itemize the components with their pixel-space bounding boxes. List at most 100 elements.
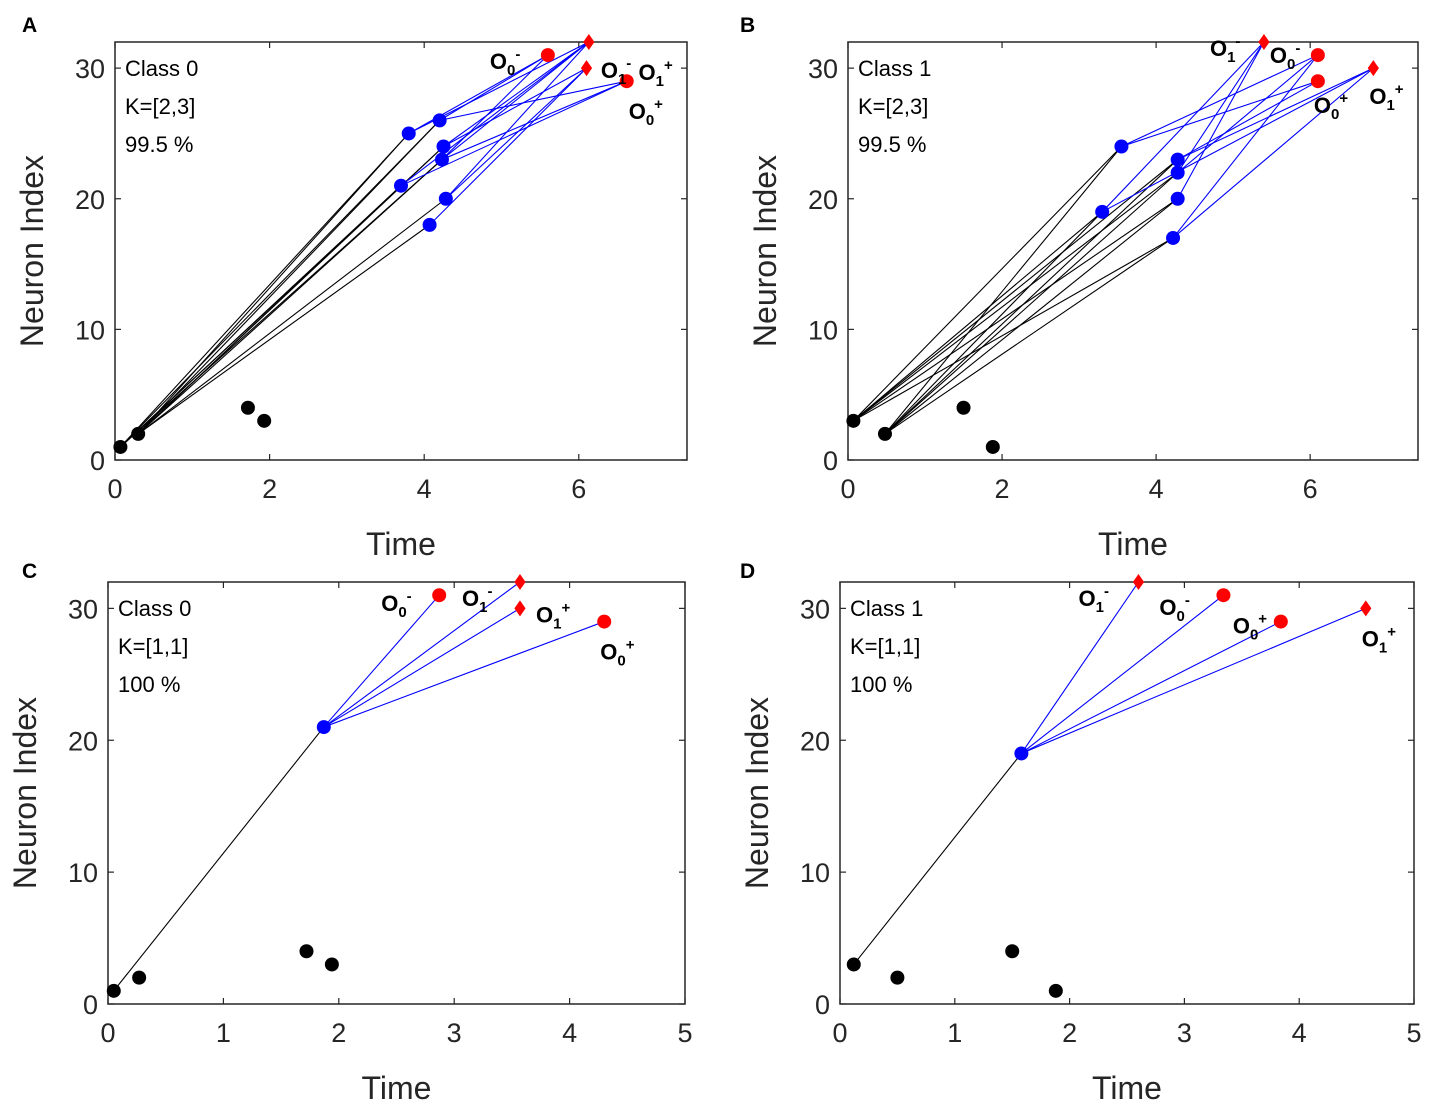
panel-b-marker-i3 [846, 413, 861, 428]
panel-a-marker-h20 [438, 191, 453, 206]
panel-d-ytick-label: 20 [800, 726, 830, 756]
panel-b-edge-h17-o1p [1172, 67, 1374, 239]
panel-d-edge-i3-h19 [853, 753, 1022, 965]
panel-c-info-line: 100 % [118, 672, 180, 697]
panel-a-info-line: K=[2,3] [125, 94, 195, 119]
panel-b: B 0 2 4 6 0 10 20 30 Time Neuron Index Class 1 K=[2,… [740, 14, 1419, 562]
panel-c-edge-h21-o0p [323, 621, 605, 728]
panel-d-xtick-label: 4 [1292, 1018, 1307, 1048]
panel-b-edge-h24-o0m [1121, 54, 1319, 147]
panel-b-edge-h19-o1m [1101, 41, 1265, 213]
panel-b-ytick-label: 0 [823, 446, 838, 476]
panel-a-marker-o1p [580, 60, 593, 77]
panel-c-marker-o1m [514, 574, 526, 590]
panel-a-marker-o0m [540, 48, 555, 63]
panel-c-marker-o0p [597, 614, 612, 629]
panel-b-edge-i2-h20 [884, 198, 1179, 435]
panel-c-marker-o1p [514, 600, 526, 617]
panel-c-label-o0p: O0+ [600, 637, 634, 670]
panel-a-label-o0p: O0+ [629, 96, 663, 129]
panel-b-edge-h22-o0m [1177, 54, 1319, 174]
panel-b-marker-i1 [985, 439, 1000, 454]
panel-c-letter: C [22, 560, 37, 583]
panel-b-label-o0m: O0- [1270, 40, 1300, 73]
panel-c-xtick-label: 0 [100, 1018, 115, 1048]
panel-d-marker-i2 [890, 970, 905, 985]
panel-c-ytick-label: 30 [68, 594, 98, 624]
panel-b-edge-i3-h23 [853, 159, 1179, 422]
panel-a-axes-frame [114, 41, 688, 461]
panel-a-marker-h21 [394, 178, 408, 193]
panel-a-info-line: 99.5 % [125, 132, 194, 157]
panel-a-edge-h24-o1m [443, 41, 590, 147]
panel-a-edge-h25-o0m [408, 54, 549, 134]
panel-b-edge-i3-h20 [853, 198, 1178, 422]
panel-b-edge-i2-h24 [884, 146, 1122, 435]
panel-c-xtick-label: 3 [447, 1018, 462, 1048]
panel-a-edge-i2-h23 [137, 159, 443, 435]
panel-b-edge-i3-h24 [852, 146, 1122, 422]
panel-a-ytick-label: 20 [75, 185, 105, 215]
panel-b-xtick-label: 6 [1303, 474, 1318, 504]
panel-a-label-o1p: O1+ [639, 57, 673, 90]
panel-c-edge-h21-o0m [323, 594, 440, 728]
panel-c-ytick-label: 0 [83, 990, 98, 1020]
panel-b-info-line: Class 1 [858, 56, 931, 81]
panel-a-edge-h21-o0p [400, 80, 627, 187]
panel-b-info-line: K=[2,3] [858, 94, 928, 119]
panel-d-marker-o0p [1273, 614, 1288, 629]
panel-b-label-o1m: O1- [1210, 33, 1240, 66]
panel-b-edge-h17-o0m [1172, 54, 1319, 239]
panel-d-xtick-label: 0 [832, 1018, 847, 1048]
panel-a-edge-h18-o1p [429, 67, 587, 226]
panel-a-edge-i2-h25 [137, 133, 410, 435]
panel-d-xlabel: Time [1092, 1070, 1162, 1106]
panel-d-marker-o1m [1132, 574, 1145, 590]
panel-c-label-o1m: O1- [462, 583, 492, 616]
panel-a-edge-h24-o1p [443, 67, 587, 147]
panel-a-marker-i4 [240, 400, 255, 415]
panel-c-marker-i2 [132, 970, 147, 985]
panel-b-label-o0p: O0+ [1314, 90, 1348, 123]
panel-c-xtick-label: 5 [677, 1018, 692, 1048]
panel-a-xlabel: Time [366, 526, 436, 562]
panel-b-edge-h20-o1m [1177, 41, 1265, 200]
panel-a: A 0 2 4 6 0 10 20 30 Time Neuron Index Class 0 K=[2,… [14, 14, 688, 562]
panel-c-marker-i3 [324, 957, 339, 972]
panel-a-edge-i2-h18 [137, 224, 430, 435]
panel-d-info-line: K=[1,1] [850, 634, 920, 659]
panel-b-marker-o1p [1367, 60, 1379, 77]
panel-a-edge-h26-o0p [439, 80, 627, 121]
panel-c-info-line: Class 0 [118, 596, 191, 621]
panel-c-marker-h21 [316, 720, 331, 735]
panel-a-marker-i2 [131, 426, 146, 441]
panel-a-marker-h23 [434, 152, 449, 167]
panel-d-info-line: Class 1 [850, 596, 923, 621]
panel-a-ylabel: Neuron Index [14, 155, 50, 347]
panel-b-edge-i3-h17 [853, 237, 1174, 422]
panel-a-edge-i1-h26 [120, 119, 441, 448]
panel-b-edge-h24-o0p [1121, 80, 1319, 148]
panel-d-marker-o0m [1216, 588, 1231, 603]
panel-d-xtick-label: 3 [1177, 1018, 1192, 1048]
panel-b-marker-h17 [1166, 230, 1181, 245]
panel-c-info-line: K=[1,1] [118, 634, 188, 659]
panel-b-edge-i2-h22 [884, 172, 1179, 435]
panel-b-marker-i2 [877, 426, 892, 441]
panel-d-ylabel: Neuron Index [739, 697, 775, 889]
panel-d-edge-h19-o0p [1021, 621, 1282, 754]
panel-c-label-o1p: O1+ [536, 599, 570, 632]
panel-d-label-o1m: O1- [1078, 583, 1108, 616]
panel-a-marker-h26 [432, 113, 447, 128]
panel-b-marker-i4 [956, 400, 971, 415]
panel-a-edge-h20-o1p [445, 67, 587, 200]
panel-a-edge-i2-h20 [137, 198, 447, 435]
panel-b-xtick-label: 0 [840, 474, 855, 504]
panel-a-ytick-label: 0 [90, 446, 105, 476]
panel-a-xtick-label: 6 [571, 474, 586, 504]
panel-d-info-line: 100 % [850, 672, 912, 697]
panel-d-xtick-label: 2 [1062, 1018, 1077, 1048]
panel-b-xlabel: Time [1098, 526, 1168, 562]
panel-c-edge-i1-h21 [113, 726, 325, 992]
